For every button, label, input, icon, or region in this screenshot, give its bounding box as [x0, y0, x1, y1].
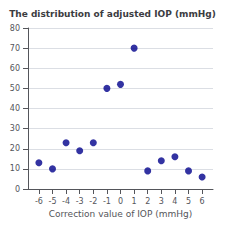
svg-text:6: 6	[200, 197, 205, 206]
svg-text:-6: -6	[35, 197, 43, 206]
svg-text:20: 20	[10, 144, 20, 153]
svg-text:-5: -5	[48, 197, 56, 206]
svg-text:50: 50	[10, 84, 20, 93]
svg-text:80: 80	[10, 24, 20, 33]
svg-text:2: 2	[145, 197, 150, 206]
svg-text:1: 1	[132, 197, 137, 206]
svg-text:0: 0	[118, 197, 123, 206]
svg-text:30: 30	[10, 124, 20, 133]
svg-text:-2: -2	[89, 197, 97, 206]
svg-text:5: 5	[186, 197, 191, 206]
svg-text:Correction value of IOP (mmHg): Correction value of IOP (mmHg)	[49, 209, 192, 219]
svg-text:-3: -3	[76, 197, 84, 206]
svg-text:0: 0	[15, 185, 20, 194]
svg-text:The distribution of adjusted I: The distribution of adjusted IOP (mmHg)	[9, 9, 216, 19]
svg-text:-1: -1	[103, 197, 111, 206]
svg-text:4: 4	[172, 197, 177, 206]
svg-text:-4: -4	[62, 197, 70, 206]
svg-text:70: 70	[10, 44, 20, 53]
svg-text:40: 40	[10, 104, 20, 113]
svg-text:3: 3	[159, 197, 164, 206]
svg-text:10: 10	[10, 164, 20, 173]
svg-text:60: 60	[10, 64, 20, 73]
